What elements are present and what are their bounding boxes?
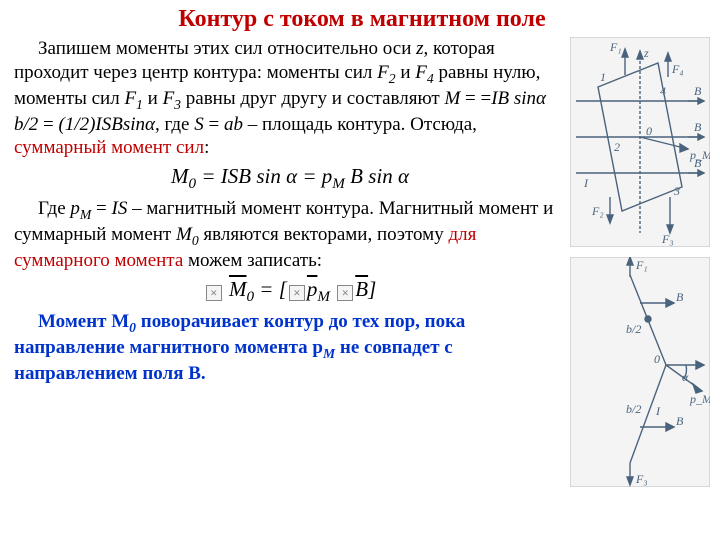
lbl-1: 1 bbox=[600, 70, 606, 84]
lbl-alpha: α bbox=[682, 370, 689, 384]
lbl-2: 2 bbox=[614, 140, 620, 154]
f: = ISB sin α = p bbox=[196, 164, 332, 188]
t: можем записать: bbox=[183, 250, 322, 271]
slide-page: Контур с током в магнитном поле Запишем … bbox=[0, 0, 720, 540]
accent-text: суммарный момент сил bbox=[14, 137, 204, 158]
var-pM: p bbox=[70, 198, 80, 219]
t: = bbox=[38, 114, 58, 135]
f: = bbox=[254, 277, 279, 301]
sub: M bbox=[332, 176, 345, 192]
lbl-F3: F₃ bbox=[661, 232, 674, 246]
diagram-column: F₁ F₄ F₂ F₃ B B B p_M z 0 1 2 3 4 I bbox=[570, 37, 710, 487]
lbl-F2: F₂ bbox=[591, 204, 604, 218]
lbl-F1: F₁ bbox=[609, 40, 622, 54]
paragraph-2: Где pM = IS – магнитный момент контура. … bbox=[14, 197, 566, 273]
sub: 0 bbox=[192, 233, 199, 248]
t: равны друг другу и составляют bbox=[181, 88, 444, 109]
lbl-B2: B bbox=[694, 120, 702, 134]
t: : bbox=[204, 137, 209, 158]
t: и bbox=[143, 88, 163, 109]
t: являются векторами, поэтому bbox=[199, 224, 449, 245]
sub: M bbox=[80, 207, 91, 222]
formula-M0: M0 = ISB sin α = pM B sin α bbox=[14, 164, 566, 193]
f: B bbox=[355, 277, 368, 301]
diagram-bottom: F₁ F₃ B B p_M 0 α b/2 b/2 I bbox=[570, 257, 710, 487]
f: p bbox=[307, 277, 318, 301]
sub: 0 bbox=[129, 320, 136, 335]
var-M: M bbox=[444, 88, 460, 109]
lbl-3: 3 bbox=[673, 184, 680, 198]
var-S: S bbox=[194, 114, 204, 135]
sub: 0 bbox=[246, 289, 254, 305]
missing-glyph-icon: ✕ bbox=[206, 285, 222, 301]
t: Момент М bbox=[38, 311, 129, 332]
f: B sin α bbox=[345, 164, 409, 188]
lbl-Bb1: B bbox=[676, 290, 684, 304]
sub: 2 bbox=[389, 71, 396, 86]
var-F2: F bbox=[377, 62, 389, 83]
t: – площадь контура. Отсюда, bbox=[243, 114, 477, 135]
sub: 4 bbox=[427, 71, 434, 86]
sub: 0 bbox=[189, 176, 197, 192]
lbl-O: 0 bbox=[646, 124, 652, 138]
t: Запишем моменты этих сил относительно ос… bbox=[38, 38, 416, 59]
var-M0: M bbox=[176, 224, 192, 245]
t: , где bbox=[155, 114, 194, 135]
lbl-z: z bbox=[643, 46, 649, 60]
t: Где bbox=[38, 198, 70, 219]
t: и bbox=[396, 62, 416, 83]
lbl-F4: F₄ bbox=[671, 62, 684, 76]
f: [ bbox=[279, 277, 287, 301]
lbl-Ob: 0 bbox=[654, 352, 660, 366]
var-ab: ab bbox=[224, 114, 243, 135]
lbl-b2a: b/2 bbox=[626, 322, 641, 336]
t: = bbox=[91, 198, 111, 219]
sub: M bbox=[317, 289, 330, 305]
sub: 3 bbox=[174, 96, 181, 111]
lbl-B1: B bbox=[694, 84, 702, 98]
diagram-top: F₁ F₄ F₂ F₃ B B B p_M z 0 1 2 3 4 I bbox=[570, 37, 710, 247]
content-row: Запишем моменты этих сил относительно ос… bbox=[14, 37, 710, 487]
lbl-b2b: b/2 bbox=[626, 402, 641, 416]
sub: 1 bbox=[136, 96, 143, 111]
f: M bbox=[171, 164, 189, 188]
f: M bbox=[229, 277, 247, 301]
lbl-F1b: F₁ bbox=[635, 258, 648, 272]
t: = = bbox=[460, 88, 491, 109]
formula-vector: ✕ M0 = [✕pM ✕B] bbox=[14, 277, 566, 306]
var-F3: F bbox=[163, 88, 175, 109]
var-ISBsin: (1/2)ISBsinα bbox=[59, 114, 156, 135]
var-F4: F bbox=[415, 62, 427, 83]
f: ] bbox=[368, 277, 376, 301]
t: = bbox=[204, 114, 224, 135]
missing-glyph-icon: ✕ bbox=[289, 285, 305, 301]
paragraph-1: Запишем моменты этих сил относительно ос… bbox=[14, 37, 566, 160]
paragraph-blue: Момент М0 поворачивает контур до тех пор… bbox=[14, 310, 566, 386]
sub: M bbox=[323, 346, 335, 361]
var-z: z bbox=[416, 38, 423, 59]
missing-glyph-icon: ✕ bbox=[337, 285, 353, 301]
lbl-4: 4 bbox=[660, 84, 666, 98]
lbl-F3b: F₃ bbox=[635, 472, 648, 486]
var-F1: F bbox=[124, 88, 136, 109]
lbl-pm: p_M bbox=[689, 148, 710, 162]
var-IS: IS bbox=[112, 198, 128, 219]
lbl-Bb2: B bbox=[676, 414, 684, 428]
text-column: Запишем моменты этих сил относительно ос… bbox=[14, 37, 570, 487]
page-title: Контур с током в магнитном поле bbox=[14, 6, 710, 33]
lbl-pmb: p_M bbox=[689, 392, 710, 406]
